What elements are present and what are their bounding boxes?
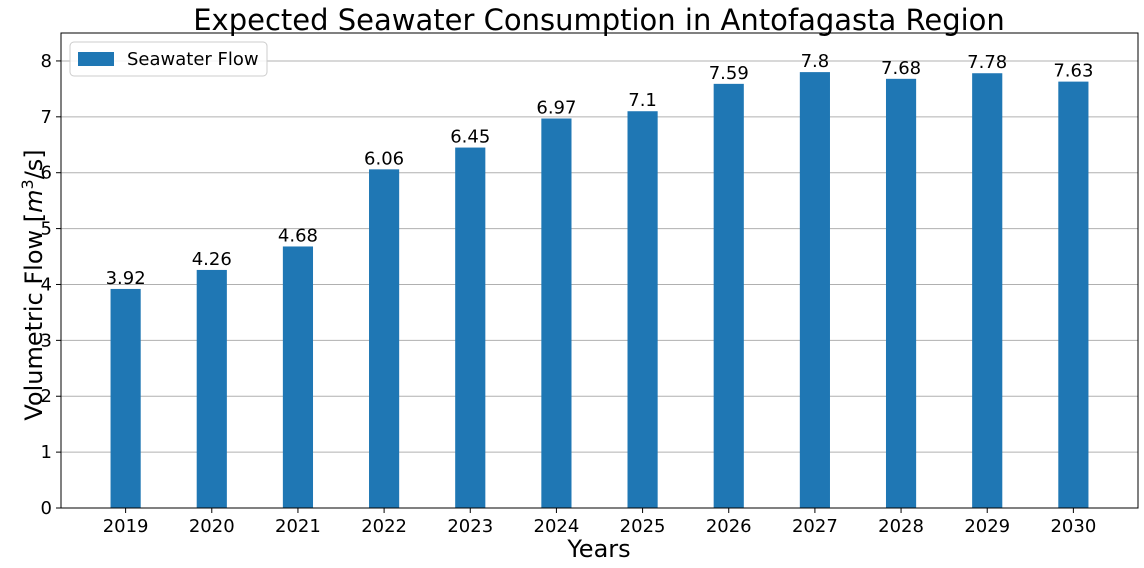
bar-2028	[885, 78, 917, 508]
bar-value-label-2023: 6.45	[450, 127, 490, 148]
x-axis-label: Years	[566, 535, 630, 563]
x-tick-label-2025: 2025	[620, 516, 666, 537]
bar-2026	[713, 83, 744, 509]
bar-2024	[541, 118, 572, 508]
bars	[110, 72, 1089, 509]
y-tick-label: 1	[41, 442, 52, 463]
bar-value-label-2026: 7.59	[709, 63, 749, 84]
bar-value-label-2025: 7.1	[628, 90, 657, 111]
y-tick-label: 6	[41, 163, 52, 184]
bar-value-label-2029: 7.78	[967, 52, 1007, 73]
x-tick-label-2028: 2028	[878, 516, 924, 537]
bar-value-label-2019: 3.92	[106, 268, 146, 289]
bar-value-label-2028: 7.68	[881, 58, 921, 79]
y-tick-label: 8	[41, 51, 52, 72]
bar-2027	[799, 72, 830, 508]
bar-2029	[972, 73, 1003, 508]
chart-title: Expected Seawater Consumption in Antofag…	[193, 3, 1005, 37]
y-axis-ticks: 0 1 2 3 4 5 6 7 8	[41, 51, 61, 519]
bar-value-label-2024: 6.97	[536, 98, 576, 119]
x-tick-label-2023: 2023	[447, 516, 493, 537]
bar-value-label-2021: 4.68	[278, 225, 318, 246]
gridlines	[61, 60, 1138, 509]
x-tick-label-2020: 2020	[189, 516, 235, 537]
bar-2023	[455, 147, 486, 508]
y-tick-label: 7	[41, 107, 52, 128]
x-tick-label-2026: 2026	[706, 516, 752, 537]
x-tick-label-2019: 2019	[103, 516, 149, 537]
bar-value-label-2022: 6.06	[364, 148, 404, 169]
bar-value-label-2020: 4.26	[192, 249, 232, 270]
x-tick-label-2021: 2021	[275, 516, 321, 537]
x-tick-label-2029: 2029	[964, 516, 1010, 537]
legend: Seawater Flow	[69, 41, 268, 77]
x-tick-label-2022: 2022	[361, 516, 407, 537]
bar-value-labels: 3.92 4.26 4.68 6.06 6.45 6.97 7.1 7.59 7.8 7.68 7.…	[106, 51, 1094, 289]
y-axis-label-tail: /s]	[20, 149, 48, 179]
y-tick-label: 3	[41, 330, 52, 351]
legend-box	[69, 41, 268, 77]
bar-2025	[627, 111, 658, 508]
bar-2021	[282, 246, 314, 508]
x-tick-label-2027: 2027	[792, 516, 838, 537]
bar-2020	[196, 269, 227, 508]
y-tick-label: 4	[41, 274, 52, 295]
legend-label: Seawater Flow	[127, 49, 259, 70]
x-axis-ticks: 2019 2020 2021 2022 2023 2024 2025 2026 2027 2028…	[103, 508, 1096, 537]
bar-2019	[110, 288, 141, 508]
y-axis-label-main: Volumetric Flow [	[20, 213, 48, 421]
y-tick-label: 2	[41, 386, 52, 407]
bar-2030	[1058, 81, 1089, 508]
bar-2022	[369, 169, 400, 508]
legend-swatch	[78, 52, 114, 66]
y-axis-label: Volumetric Flow [m3/s]	[18, 149, 49, 420]
y-tick-label: 0	[41, 498, 52, 519]
x-tick-label-2030: 2030	[1050, 516, 1096, 537]
bar-value-label-2030: 7.63	[1053, 61, 1093, 82]
x-tick-label-2024: 2024	[534, 516, 580, 537]
plot-frame	[60, 32, 1139, 509]
y-axis-label-unit: m	[20, 189, 48, 212]
y-tick-label: 5	[41, 219, 52, 240]
bar-value-label-2027: 7.8	[801, 51, 830, 72]
y-axis-label-exponent: 3	[18, 179, 37, 189]
